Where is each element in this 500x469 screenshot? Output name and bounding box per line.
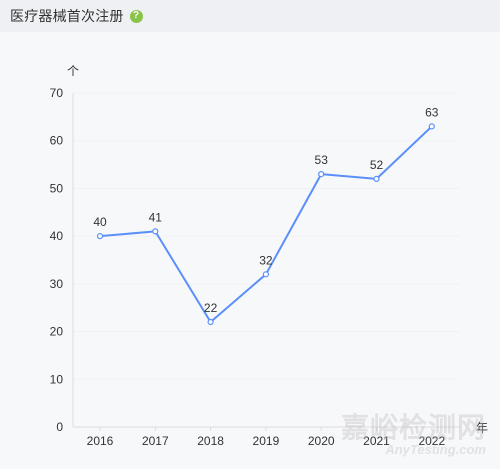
x-tick-label: 2021 <box>363 434 390 448</box>
y-axis-label: 个 <box>67 64 79 78</box>
data-point <box>207 318 214 326</box>
data-point <box>152 228 159 235</box>
data-point <box>96 233 104 240</box>
data-point <box>262 271 269 278</box>
y-tick-label: 10 <box>50 372 64 386</box>
data-label: 22 <box>204 301 218 315</box>
data-label: 53 <box>315 153 329 167</box>
x-tick-label: 2016 <box>87 434 114 448</box>
y-tick-label: 30 <box>50 277 64 291</box>
data-label: 52 <box>370 158 384 172</box>
chart-header: 医疗器械首次注册 ? <box>0 0 500 32</box>
page-title: 医疗器械首次注册 <box>10 8 124 24</box>
y-tick-label: 60 <box>50 134 64 148</box>
x-axis-label: 年 <box>476 421 488 435</box>
x-tick-label: 2019 <box>253 434 280 448</box>
data-label: 40 <box>93 215 107 229</box>
question-icon[interactable]: ? <box>129 9 143 23</box>
data-point <box>428 123 435 130</box>
data-label: 41 <box>149 210 163 224</box>
x-tick-label: 2022 <box>418 434 445 448</box>
y-tick-label: 40 <box>50 229 64 243</box>
x-tick-label: 2018 <box>197 434 224 448</box>
y-tick-label: 0 <box>56 420 63 434</box>
x-tick-label: 2017 <box>142 434 169 448</box>
data-label: 63 <box>425 105 439 119</box>
x-tick-label: 2020 <box>308 434 335 448</box>
y-tick-label: 20 <box>50 325 64 339</box>
y-tick-label: 70 <box>50 86 64 100</box>
data-point <box>318 171 325 178</box>
data-point <box>373 175 380 182</box>
data-label: 32 <box>259 253 273 267</box>
line-chart: 0 10 20 30 40 50 60 70 个年 2016 2017 2018 2019 2020 202… <box>0 32 500 464</box>
y-tick-label: 50 <box>50 181 64 195</box>
